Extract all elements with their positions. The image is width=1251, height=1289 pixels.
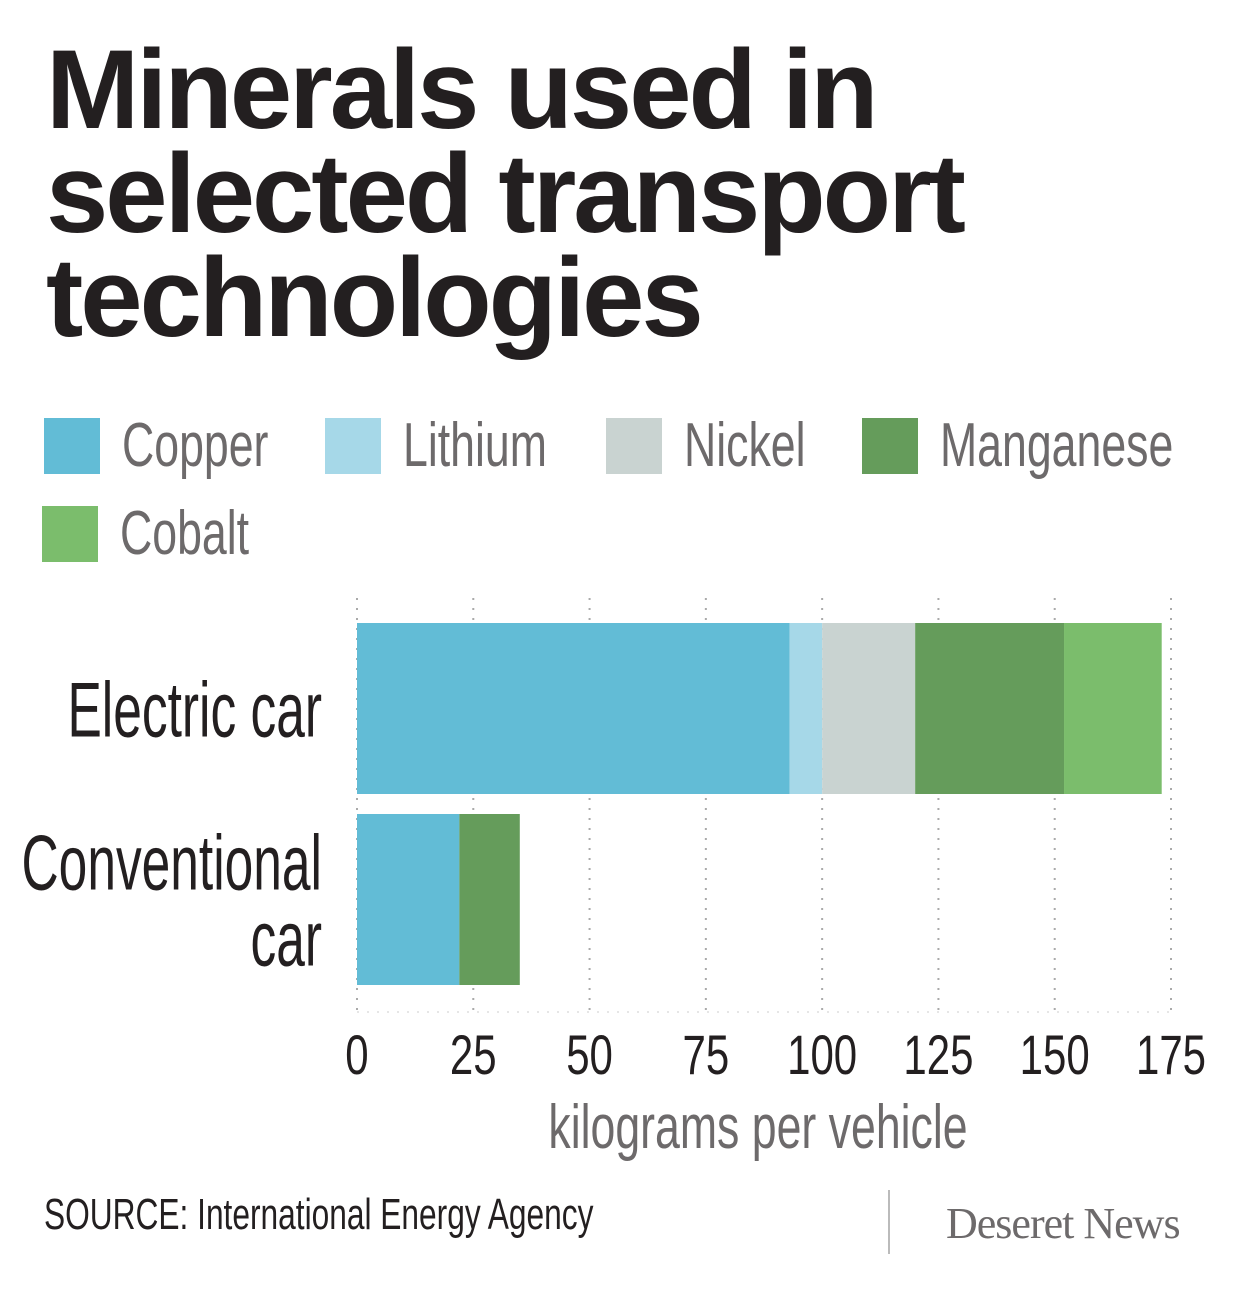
category-label: car [250,896,322,983]
legend-label: Nickel [684,411,806,480]
bar-segment-nickel [822,623,916,794]
bar-segment-lithium [789,623,823,794]
title-line: selected transport [46,131,966,256]
tick-label: 100 [787,1024,857,1086]
tick-label: 175 [1136,1024,1206,1086]
legend-item: Lithium [325,410,603,481]
category-label: Electric car [67,667,322,754]
category-label: Conventional [22,820,322,907]
source-text: SOURCE: International Energy Agency [44,1190,594,1239]
title-line: technologies [46,235,704,360]
title-line: Minerals used in [46,27,879,152]
legend-item: Manganese [862,410,1251,481]
legend-label: Manganese [940,411,1174,480]
chart-title: Minerals used in selected transport tech… [46,27,966,360]
legend-swatch [325,417,381,474]
legend-swatch [862,417,918,474]
divider [888,1190,890,1254]
tick-label: 25 [450,1024,497,1086]
tick-label: 0 [345,1024,368,1086]
legend-label: Copper [122,411,269,480]
logo: Deseret News [946,1199,1181,1248]
source-note: SOURCE: International Energy Agency [44,1190,807,1240]
legend-swatch [44,417,100,474]
legend-item: Cobalt [42,498,299,569]
legend-swatch [42,505,98,562]
bar-segment-copper [357,814,460,985]
bar-segment-manganese [915,623,1065,794]
tick-label: 150 [1020,1024,1090,1086]
bar-segment-cobalt [1064,623,1162,794]
tick-label: 75 [683,1024,730,1086]
x-axis-label: kilograms per vehicle [548,1093,967,1162]
bar-segment-manganese [459,814,520,985]
legend-swatch [606,417,662,474]
legend-label: Lithium [403,411,547,480]
legend-item: Nickel [606,410,853,481]
legend-label: Cobalt [120,499,250,568]
legend-item: Copper [44,410,325,481]
tick-label: 50 [566,1024,613,1086]
bar-segment-copper [357,623,790,794]
tick-label: 125 [903,1024,973,1086]
